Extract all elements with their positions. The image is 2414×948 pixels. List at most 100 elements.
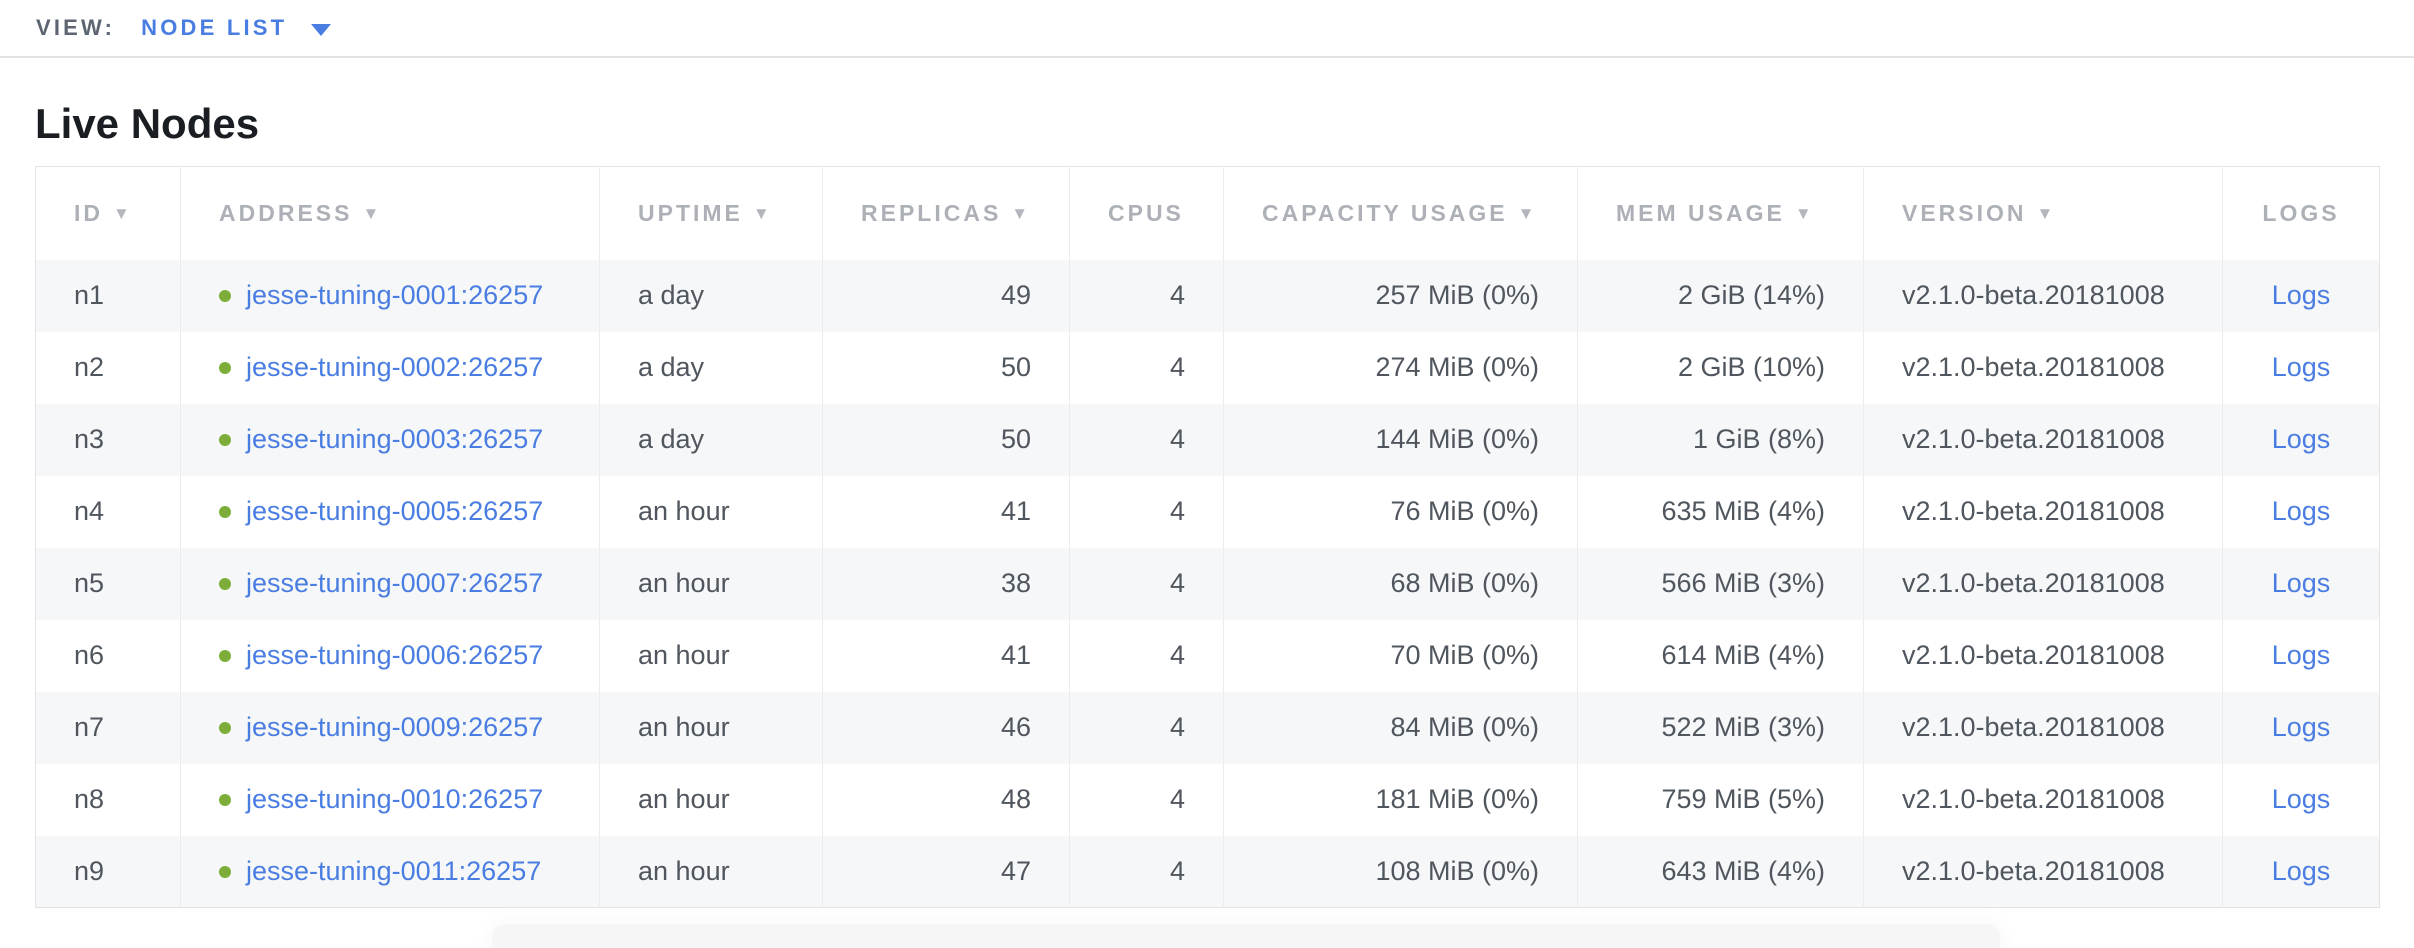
node-logs-link[interactable]: Logs <box>2271 568 2331 598</box>
node-logs-link[interactable]: Logs <box>2271 280 2331 310</box>
column-header-version[interactable]: VERSION ▼ <box>1863 166 2223 260</box>
cell-uptime: an hour <box>599 547 823 620</box>
node-logs-link[interactable]: Logs <box>2271 855 2331 886</box>
cell-mem_usage: 614 MiB (4%) <box>1577 619 1864 692</box>
column-header-id[interactable]: ID ▼ <box>35 166 181 260</box>
node-address-link[interactable]: jesse-tuning-0005:26257 <box>246 496 544 526</box>
column-header-label: ID <box>74 199 103 226</box>
caret-down-icon <box>311 23 332 36</box>
cell-cpus: 4 <box>1069 331 1224 404</box>
sort-desc-icon: ▼ <box>2036 203 2057 223</box>
cell-cpus: 4 <box>1069 547 1224 620</box>
cell-replicas: 41 <box>822 475 1070 548</box>
node-logs-link[interactable]: Logs <box>2271 784 2331 814</box>
cell-mem_usage: 566 MiB (3%) <box>1577 547 1864 620</box>
cell-cpus: 4 <box>1069 259 1224 332</box>
node-logs-link[interactable]: Logs <box>2271 424 2331 454</box>
cell-uptime: an hour <box>599 691 823 764</box>
cell-cpus: 4 <box>1069 691 1224 764</box>
cell-id: n7 <box>35 691 181 764</box>
node-logs-link[interactable]: Logs <box>2271 352 2331 382</box>
node-address-link[interactable]: jesse-tuning-0001:26257 <box>246 280 544 310</box>
live-status-dot-icon <box>219 290 231 302</box>
cell-replicas: 50 <box>822 331 1070 404</box>
node-address-link[interactable]: jesse-tuning-0010:26257 <box>246 784 544 814</box>
cell-cpus: 4 <box>1069 403 1224 476</box>
sort-desc-icon: ▼ <box>752 203 773 223</box>
cell-address: jesse-tuning-0007:26257 <box>180 547 600 620</box>
cell-mem_usage: 635 MiB (4%) <box>1577 475 1864 548</box>
node-address-link[interactable]: jesse-tuning-0003:26257 <box>246 424 544 454</box>
live-status-dot-icon <box>219 578 231 590</box>
node-row-n7: n7 jesse-tuning-0009:26257 an hour 46 4 84 Mi… <box>35 691 2380 764</box>
cell-uptime: a day <box>599 331 823 404</box>
cell-logs: Logs <box>2222 403 2380 476</box>
node-address-link[interactable]: jesse-tuning-0002:26257 <box>246 352 544 382</box>
cell-id: n2 <box>74 352 105 382</box>
column-header-label: MEM USAGE <box>1616 199 1785 226</box>
cell-mem_usage: 2 GiB (14%) <box>1577 259 1864 332</box>
node-row-n6: n6 jesse-tuning-0006:26257 an hour 41 4 70 Mi… <box>36 619 2380 692</box>
column-header-uptime[interactable]: UPTIME ▼ <box>599 166 823 260</box>
node-row-n3: n3 jesse-tuning-0003:26257 a day 50 4 144 MiB… <box>35 403 2380 476</box>
node-logs-link[interactable]: Logs <box>2271 640 2331 670</box>
cell-uptime: a day <box>599 259 823 332</box>
cell-uptime: a day <box>599 403 823 476</box>
sort-desc-icon: ▼ <box>1794 203 1815 223</box>
cell-replicas: 49 <box>822 259 1070 332</box>
cell-mem_usage: 1 GiB (8%) <box>1577 403 1864 476</box>
node-logs-link[interactable]: Logs <box>2271 712 2331 742</box>
view-bar: VIEW: NODE LIST <box>0 0 2414 58</box>
cell-logs: Logs <box>2222 835 2380 908</box>
node-address-link[interactable]: jesse-tuning-0007:26257 <box>246 568 544 598</box>
column-header-address[interactable]: ADDRESS ▼ <box>180 166 600 260</box>
view-dropdown[interactable]: NODE LIST <box>141 15 332 41</box>
cell-id: n9 <box>35 835 181 908</box>
cell-logs: Logs <box>2222 763 2380 836</box>
node-address-link[interactable]: jesse-tuning-0006:26257 <box>246 640 544 670</box>
live-status-dot-icon <box>219 506 231 518</box>
cell-replicas: 47 <box>822 835 1070 908</box>
cell-version: v2.1.0-beta.20181008 <box>1863 259 2223 332</box>
column-header-capacity_usage[interactable]: CAPACITY USAGE ▼ <box>1223 166 1578 260</box>
cell-address: jesse-tuning-0009:26257 <box>180 691 600 764</box>
cell-version: v2.1.0-beta.20181008 <box>1863 475 2223 548</box>
cell-capacity_usage: 181 MiB (0%) <box>1223 763 1578 836</box>
sort-desc-icon: ▼ <box>113 203 133 223</box>
cell-id: n1 <box>35 259 181 332</box>
node-logs-link[interactable]: Logs <box>2271 496 2331 526</box>
cell-cpus: 4 <box>1069 763 1224 836</box>
cell-uptime: an hour <box>599 619 823 692</box>
cell-version: v2.1.0-beta.20181008 <box>1863 547 2223 620</box>
cell-version: v2.1.0-beta.20181008 <box>1863 331 2223 404</box>
cell-replicas: 50 <box>822 403 1070 476</box>
node-row-n5: n5 jesse-tuning-0007:26257 an hour 38 4 68 Mi… <box>35 547 2380 620</box>
cell-uptime: an hour <box>599 835 823 908</box>
live-status-dot-icon <box>219 794 231 806</box>
node-address-link[interactable]: jesse-tuning-0009:26257 <box>246 712 544 742</box>
cell-uptime: an hour <box>599 475 823 548</box>
cell-mem_usage: 643 MiB (4%) <box>1577 835 1864 908</box>
node-row-n2: n2 jesse-tuning-0002:26257 a day 50 4 274 MiB… <box>36 331 2380 404</box>
cell-capacity_usage: 76 MiB (0%) <box>1223 475 1578 548</box>
cell-replicas: 41 <box>822 619 1070 692</box>
cell-mem_usage: 522 MiB (3%) <box>1577 691 1864 764</box>
cell-version: v2.1.0-beta.20181008 <box>1863 835 2223 908</box>
cell-version: v2.1.0-beta.20181008 <box>1863 619 2223 692</box>
node-row-n1: n1 jesse-tuning-0001:26257 a day 49 4 257 MiB… <box>35 259 2380 332</box>
cell-version: v2.1.0-beta.20181008 <box>1863 691 2223 764</box>
cell-logs: Logs <box>2222 331 2380 404</box>
cell-capacity_usage: 70 MiB (0%) <box>1223 619 1578 692</box>
cell-address: jesse-tuning-0011:26257 <box>180 835 600 908</box>
cell-id: n3 <box>35 403 181 476</box>
view-label: VIEW: <box>36 15 116 40</box>
live-status-dot-icon <box>219 434 231 446</box>
column-header-label: CPUS <box>1108 199 1184 226</box>
cell-version: v2.1.0-beta.20181008 <box>1863 403 2223 476</box>
node-address-link[interactable]: jesse-tuning-0011:26257 <box>246 855 542 886</box>
column-header-label: REPLICAS <box>861 199 1002 226</box>
column-header-replicas[interactable]: REPLICAS ▼ <box>822 166 1070 260</box>
column-header-mem_usage[interactable]: MEM USAGE ▼ <box>1577 166 1864 260</box>
cell-capacity_usage: 68 MiB (0%) <box>1223 547 1578 620</box>
cell-replicas: 46 <box>822 691 1070 764</box>
